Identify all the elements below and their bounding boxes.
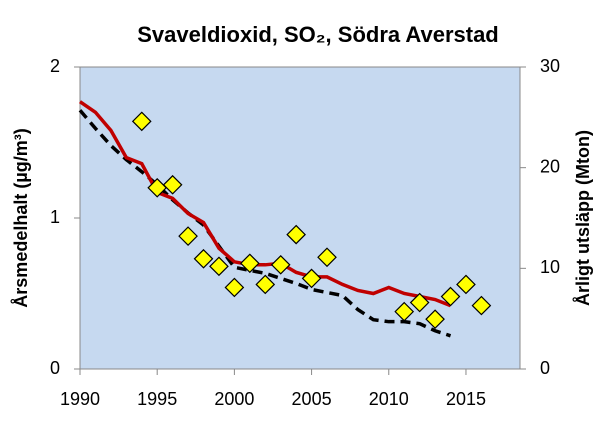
data-point [471, 295, 492, 316]
data-point [193, 248, 214, 269]
y-tick-label: 1 [50, 207, 60, 227]
data-point [224, 277, 245, 298]
x-tick-label: 1995 [137, 389, 177, 409]
chart-title: Svaveldioxid, SO₂, Södra Averstad [137, 22, 499, 47]
x-tick-label: 2005 [292, 389, 332, 409]
y2-tick-label: 30 [540, 56, 560, 76]
y2-axis-label: Årligt utsläpp (Mton) [573, 130, 593, 306]
data-point [209, 256, 229, 277]
data-point [286, 224, 306, 245]
data-point [131, 111, 152, 132]
data-point [394, 301, 415, 322]
x-tick-label: 2000 [214, 389, 254, 409]
y-tick-label: 0 [50, 358, 60, 378]
data-point [239, 253, 260, 274]
data-point [317, 247, 337, 268]
data-point [178, 226, 198, 246]
data-point [162, 174, 183, 195]
data-point [440, 286, 461, 307]
y2-tick-label: 10 [540, 257, 560, 277]
data-point [270, 254, 291, 275]
data-line [79, 100, 452, 308]
data-point [409, 292, 430, 313]
data-point [425, 309, 445, 330]
data-point [255, 274, 276, 295]
y2-tick-label: 0 [540, 358, 550, 378]
plot-area [79, 66, 521, 370]
data-line [78, 109, 452, 338]
x-tick-label: 2015 [446, 389, 486, 409]
y2-tick-label: 20 [540, 156, 560, 176]
x-tick-label: 2010 [369, 389, 409, 409]
y-axis-label: Årsmedelhalt (µg/m³) [11, 128, 31, 307]
data-point [301, 268, 322, 289]
x-tick-label: 1990 [60, 389, 100, 409]
y-tick-label: 2 [50, 56, 60, 76]
data-point [456, 274, 476, 295]
